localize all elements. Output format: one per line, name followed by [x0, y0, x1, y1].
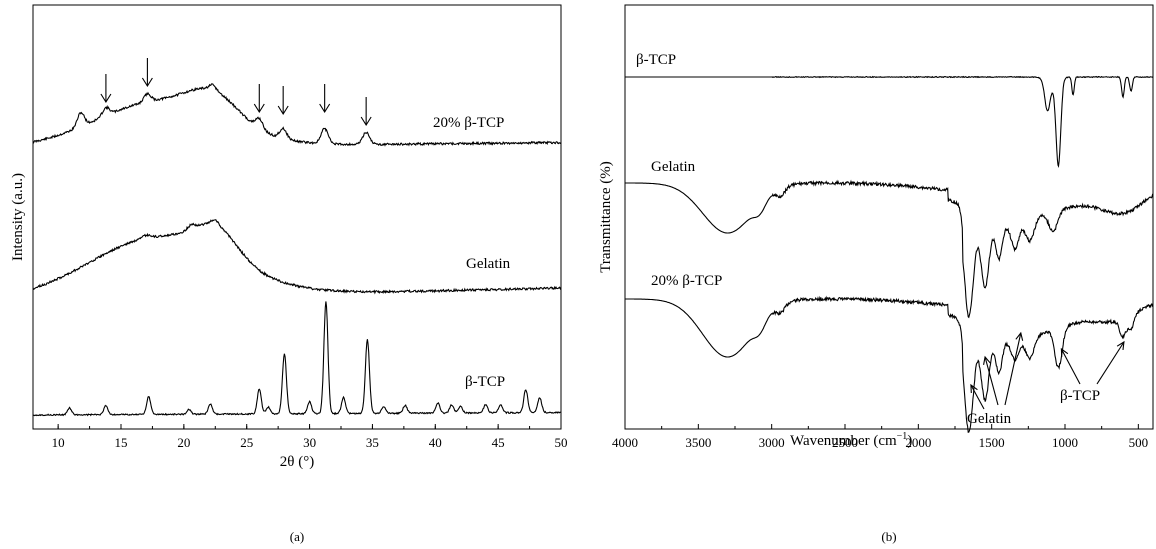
panel-b-series-label: 20% β-TCP	[651, 273, 722, 289]
panel-b-x-axis-label-main: Wavenumber (cm	[790, 433, 897, 449]
panel-a-peak-arrow	[277, 86, 289, 116]
panel-a-peak-arrow	[100, 74, 112, 104]
panel-b-tick-label: 4000	[612, 435, 638, 450]
panel-a-peak-arrows	[100, 58, 372, 127]
trace-b-20pct-tcp	[625, 295, 1154, 433]
panel-a-tick-label: 25	[240, 435, 253, 450]
panel-a-series-label: Gelatin	[466, 256, 511, 272]
panel-a-series-label: β-TCP	[465, 374, 505, 390]
panel-b: 4000 3500 3000 2500 2000 1500 1000 500 β-TCPGel…	[598, 4, 1154, 544]
panel-a-peak-arrow	[141, 58, 153, 88]
panel-b-annotation-arrow	[1004, 331, 1024, 406]
panel-a: 10 15 20 25 30 35 40 45 50 20% β-TCP Gelatin β-TCP…	[10, 4, 568, 544]
panel-a-frame	[32, 4, 562, 430]
panel-a-peak-arrow	[360, 97, 372, 127]
panel-a-tick-label: 10	[52, 435, 65, 450]
panel-b-annotation-arrow	[1060, 347, 1081, 385]
panel-b-x-ticks: 4000 3500 3000 2500 2000 1500 1000 500	[612, 424, 1148, 450]
panel-a-tick-label: 15	[115, 435, 128, 450]
panel-b-tick-label: 2500	[832, 435, 858, 450]
panel-b-annotation-arrow	[970, 383, 985, 410]
trace-a-gelatin	[32, 219, 562, 295]
panel-a-tick-label: 45	[492, 435, 505, 450]
panel-b-frame	[624, 4, 1154, 430]
panel-a-tick-label: 50	[555, 435, 568, 450]
panel-b-annotations: Gelatin β-TCP	[967, 331, 1125, 427]
panel-b-tick-label: 500	[1129, 435, 1149, 450]
panel-a-x-axis-label: 2θ (°)	[280, 454, 314, 470]
panel-b-series-label: β-TCP	[636, 52, 676, 68]
trace-b-tcp	[625, 75, 1154, 168]
panel-b-y-axis-label: Transmittance (%)	[598, 161, 614, 273]
trace-a-20pct-tcp	[32, 83, 562, 147]
panel-b-traces	[625, 75, 1154, 433]
panel-a-tick-label: 35	[366, 435, 379, 450]
panel-b-annotation-arrow	[983, 355, 999, 406]
panel-a-traces	[32, 83, 562, 417]
panel-b-tick-label: 2000	[905, 435, 931, 450]
trace-a-tcp	[33, 301, 562, 417]
panel-a-tick-label: 20	[177, 435, 190, 450]
panel-b-tick-label: 3000	[759, 435, 785, 450]
panel-a-x-ticks: 10 15 20 25 30 35 40 45 50	[52, 424, 568, 450]
panel-b-x-axis-label: Wavenumber (cm−1)	[790, 431, 912, 449]
panel-b-series-label: Gelatin	[651, 159, 696, 175]
panel-b-annotation-arrow	[1096, 340, 1125, 385]
panel-b-tick-label: 3500	[685, 435, 711, 450]
panel-a-peak-arrow	[319, 84, 331, 114]
panel-a-tick-label: 40	[429, 435, 442, 450]
trace-b-gelatin	[625, 179, 1154, 319]
panel-a-y-axis-label: Intensity (a.u.)	[10, 173, 26, 261]
panel-b-x-axis-label-end: )	[907, 433, 912, 449]
panel-b-tick-label: 1000	[1052, 435, 1078, 450]
panel-a-label: (a)	[290, 529, 304, 544]
panel-b-tick-label: 1500	[979, 435, 1005, 450]
panel-b-x-axis-label-sup: −1	[897, 431, 908, 442]
panel-b-label: (b)	[881, 529, 896, 544]
panel-b-series-labels: β-TCP Gelatin 20% β-TCP	[636, 52, 722, 289]
panel-b-annotation-tcp: β-TCP	[1060, 388, 1100, 404]
panel-a-peak-arrow	[253, 84, 265, 114]
panel-a-tick-label: 30	[303, 435, 316, 450]
panel-a-series-label: 20% β-TCP	[433, 115, 504, 131]
panel-a-series-labels: 20% β-TCP Gelatin β-TCP	[433, 115, 511, 390]
panel-b-annotation-gelatin: Gelatin	[967, 411, 1012, 427]
